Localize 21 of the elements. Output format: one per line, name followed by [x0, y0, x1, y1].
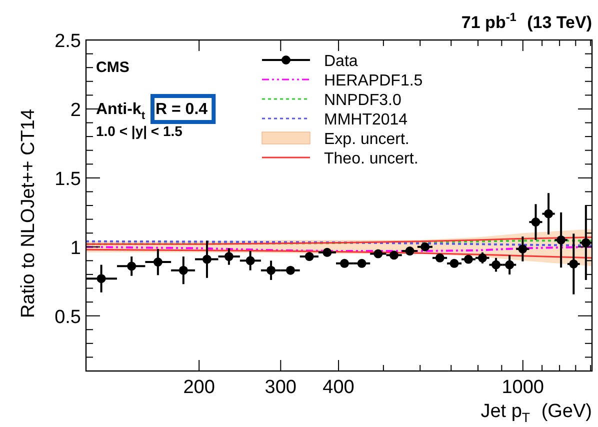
- x-tick-label: 200: [183, 377, 215, 398]
- legend-label: Theo. uncert.: [324, 150, 418, 168]
- y-tick-label: 2.5: [54, 31, 81, 52]
- legend-label: Data: [324, 53, 358, 70]
- legend-label: HERAPDF1.5: [324, 72, 423, 90]
- y-tick-label: 2: [70, 100, 81, 121]
- y-tick-label: 0.5: [54, 306, 81, 328]
- annotation: 1.0 < |y| < 1.5: [96, 123, 183, 140]
- y-tick-label: 1.5: [54, 168, 81, 190]
- chart-title: 71 pb$^{-1}$ (13 TeV): [461, 10, 592, 32]
- legend-label: NNPDF3.0: [324, 92, 402, 109]
- legend-label: MMHT2014: [324, 112, 408, 128]
- x-tick-label: 300: [264, 377, 297, 398]
- annotation: CMS: [96, 59, 130, 76]
- y-tick-label: 1: [70, 238, 81, 259]
- legend-label: Exp. uncert.: [324, 131, 410, 148]
- y-axis-title: Ratio to NLOJet++ CT14: [18, 108, 39, 318]
- annotation: Anti-k$_{t}$ R = 0.4: [96, 101, 208, 122]
- x-axis-title: Jet p$_{T}$ (GeV): [480, 401, 592, 425]
- x-tick-label: 1000: [502, 377, 544, 398]
- x-tick-label: 400: [322, 377, 354, 398]
